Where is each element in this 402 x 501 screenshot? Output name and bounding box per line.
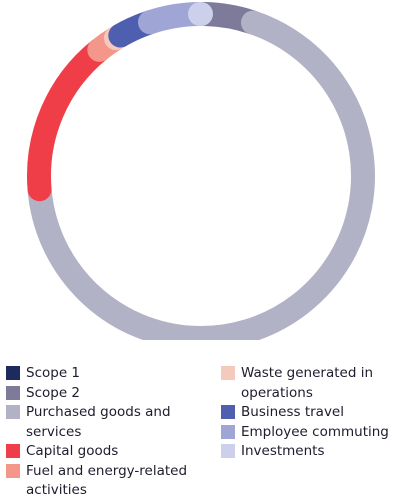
legend-item: Scope 2 xyxy=(6,384,196,404)
donut-slice-capital-goods xyxy=(39,50,99,189)
legend-item: Scope 1 xyxy=(6,364,196,384)
donut-chart xyxy=(0,0,402,340)
legend-swatch xyxy=(6,444,20,458)
legend-item: Capital goods xyxy=(6,442,196,462)
legend-swatch xyxy=(6,405,20,419)
legend-swatch xyxy=(6,464,20,478)
legend-item: Waste generated in operations xyxy=(221,364,402,403)
legend-item: Business travel xyxy=(221,403,402,423)
legend-label: Investments xyxy=(241,442,402,462)
legend-label: Capital goods xyxy=(26,442,196,462)
legend-swatch xyxy=(6,386,20,400)
legend-item: Purchased goods and services xyxy=(6,403,196,442)
legend-label: Business travel xyxy=(241,403,402,423)
legend-swatch xyxy=(221,425,235,439)
legend-item: Employee commuting xyxy=(221,423,402,443)
legend-label: Scope 1 xyxy=(26,364,196,384)
legend-item: Investments xyxy=(221,442,402,462)
legend-label: Employee commuting xyxy=(241,423,402,443)
legend-swatch xyxy=(221,366,235,380)
legend-swatch xyxy=(221,405,235,419)
legend-swatch xyxy=(6,366,20,380)
legend-swatch xyxy=(221,444,235,458)
legend-label: Waste generated in operations xyxy=(241,364,402,403)
legend-label: Purchased goods and services xyxy=(26,403,196,442)
legend-label: Scope 2 xyxy=(26,384,196,404)
